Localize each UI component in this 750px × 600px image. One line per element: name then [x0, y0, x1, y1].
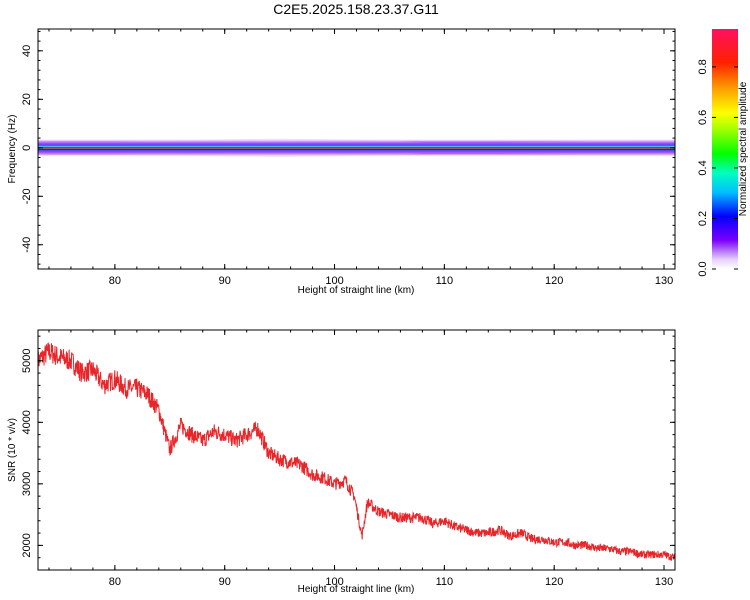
snr-x-tick-label: 90 — [219, 576, 231, 588]
spectrogram-frame — [37, 28, 676, 270]
spectrogram-x-tick-label: 110 — [436, 275, 454, 287]
spectrogram-x-tick-label: 100 — [325, 275, 343, 287]
snr-y-axis-label: SNR (10 * v/v) — [7, 418, 18, 482]
spectrogram-x-tick-label: 90 — [219, 275, 231, 287]
snr-y-tick-label: 3000 — [21, 472, 33, 496]
colorbar-tick-label: 0.0 — [697, 261, 709, 276]
colorbar-tick-label: 0.6 — [697, 110, 709, 125]
snr-x-tick-label: 110 — [436, 576, 454, 588]
spectrogram-panel: 80 90 100 110 120 130 -40 -20 0 20 40 Height of st… — [7, 28, 676, 296]
spectrogram-x-tick-label: 80 — [109, 275, 121, 287]
colorbar-tick-label: 0.2 — [697, 211, 709, 226]
colorbar-tick-label: 0.4 — [697, 160, 709, 175]
snr-plot-area — [38, 330, 675, 570]
spectrogram-x-axis-label: Height of straight line (km) — [298, 285, 415, 296]
spectrogram-y-tick-label: 0 — [21, 145, 33, 151]
colorbar: 0.0 0.2 0.4 0.6 0.8 Normalized spectral ampl… — [697, 29, 749, 277]
spectrogram-y-tick-label: 20 — [21, 93, 33, 105]
snr-x-tick-label: 100 — [325, 576, 343, 588]
snr-x-tick-label: 130 — [655, 576, 673, 588]
snr-y-tick-label: 2000 — [21, 533, 33, 557]
snr-y-tick-label: 4000 — [21, 410, 33, 434]
colorbar-gradient — [712, 29, 738, 269]
colorbar-tick-label: 0.8 — [697, 59, 709, 74]
snr-y-tick-label: 5000 — [21, 349, 33, 373]
spectrogram-y-tick-label: 40 — [21, 45, 33, 57]
spectrogram-y-axis-label: Frequency (Hz) — [7, 115, 18, 184]
spectrogram-x-tick-label: 130 — [655, 275, 673, 287]
snr-x-tick-label: 120 — [545, 576, 563, 588]
spectrogram-y-tick-label: -20 — [21, 188, 33, 204]
colorbar-label: Normalized spectral amplitude — [738, 81, 749, 216]
snr-x-axis-label: Height of straight line (km) — [298, 584, 415, 595]
spectrogram-x-tick-label: 120 — [545, 275, 563, 287]
snr-frame — [37, 329, 676, 571]
snr-x-tick-label: 80 — [109, 576, 121, 588]
spectrogram-y-tick-label: -40 — [21, 237, 33, 253]
snr-series-line — [38, 342, 675, 561]
figure-title: C2E5.2025.158.23.37.G11 — [273, 1, 439, 17]
snr-panel: 80 90 100 110 120 130 2000 3000 4000 5000 Height … — [7, 329, 676, 595]
